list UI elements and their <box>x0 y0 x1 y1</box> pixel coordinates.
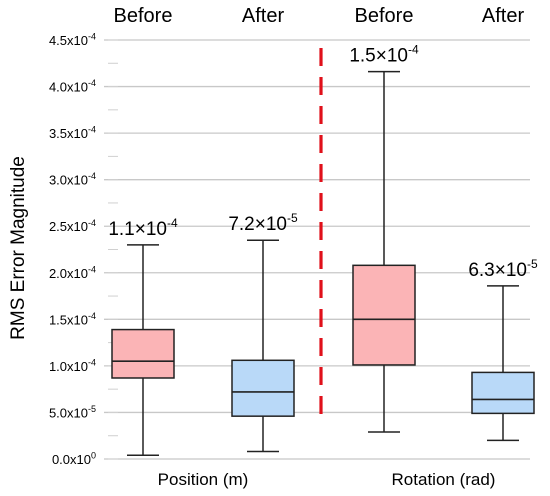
y-tick-label: 0.0x100 <box>52 451 96 467</box>
y-tick-label-base: 1.5x10 <box>49 312 88 327</box>
boxes <box>111 70 535 457</box>
box-top-label: After <box>242 5 285 27</box>
y-tick-label-base: 5.0x10 <box>49 405 88 420</box>
median-annotation: 6.3×10-5 <box>468 257 538 281</box>
y-tick-label-base: 0.0x10 <box>52 452 91 467</box>
y-tick-label: 4.0x10-4 <box>49 78 96 94</box>
median-annotation: 1.1×10-4 <box>108 216 178 240</box>
y-tick-label-exp: -4 <box>88 78 96 88</box>
y-tick-label: 1.0x10-4 <box>49 357 96 373</box>
box-3 <box>352 70 416 433</box>
group-label: Position (m) <box>158 470 249 489</box>
iqr-box <box>352 264 416 366</box>
median-annotation-base: 6.3×10 <box>468 260 527 281</box>
y-tick-label-exp: -4 <box>88 125 96 135</box>
box-1 <box>111 244 175 457</box>
y-axis-label: RMS Error Magnitude <box>8 156 29 340</box>
median-annotation: 1.5×10-4 <box>349 43 419 67</box>
box-2 <box>231 239 295 453</box>
group-label: Rotation (rad) <box>392 470 496 489</box>
box-top-label: Before <box>114 5 173 27</box>
box-4 <box>471 285 535 442</box>
y-tick-label-base: 3.5x10 <box>49 126 88 141</box>
y-tick-label-base: 4.0x10 <box>49 80 88 95</box>
median-annotation-base: 7.2×10 <box>228 214 287 235</box>
box-top-label: Before <box>355 5 414 27</box>
iqr-box <box>471 371 535 415</box>
y-tick-label: 2.0x10-4 <box>49 264 96 280</box>
y-tick-label-exp: -4 <box>88 357 96 367</box>
y-tick-label: 3.5x10-4 <box>49 125 96 141</box>
y-axis-ticks: 0.0x1005.0x10-51.0x10-41.5x10-42.0x10-42… <box>49 32 118 467</box>
y-tick-label: 5.0x10-5 <box>49 404 96 420</box>
y-tick-label-base: 2.0x10 <box>49 266 88 281</box>
y-tick-label-exp: -5 <box>88 404 96 414</box>
median-annotation-exp: -5 <box>287 211 298 225</box>
y-tick-label: 4.5x10-4 <box>49 32 96 48</box>
y-tick-label-exp: -4 <box>88 311 96 321</box>
y-tick-label-exp: -4 <box>88 32 96 42</box>
y-tick-label-base: 4.5x10 <box>49 33 88 48</box>
median-annotation-base: 1.1×10 <box>108 219 167 240</box>
y-tick-label-base: 3.0x10 <box>49 173 88 188</box>
y-tick-label: 2.5x10-4 <box>49 218 96 234</box>
y-tick-label-exp: -4 <box>88 264 96 274</box>
labels: Before1.1×10-4After7.2×10-5Before1.5×10-… <box>108 5 538 489</box>
iqr-box <box>231 359 295 417</box>
median-annotation-exp: -4 <box>408 43 419 57</box>
y-tick-label: 1.5x10-4 <box>49 311 96 327</box>
y-tick-label-base: 2.5x10 <box>49 219 88 234</box>
y-tick-label-base: 1.0x10 <box>49 359 88 374</box>
y-tick-label: 3.0x10-4 <box>49 171 96 187</box>
median-annotation: 7.2×10-5 <box>228 211 298 235</box>
median-annotation-exp: -5 <box>527 257 538 271</box>
grid-lines <box>104 39 530 460</box>
iqr-box <box>111 328 175 379</box>
y-tick-label-exp: 0 <box>91 451 96 461</box>
box-top-label: After <box>482 5 525 27</box>
median-annotation-base: 1.5×10 <box>349 46 408 67</box>
median-annotation-exp: -4 <box>167 216 178 230</box>
y-tick-label-exp: -4 <box>88 171 96 181</box>
y-tick-label-exp: -4 <box>88 218 96 228</box>
